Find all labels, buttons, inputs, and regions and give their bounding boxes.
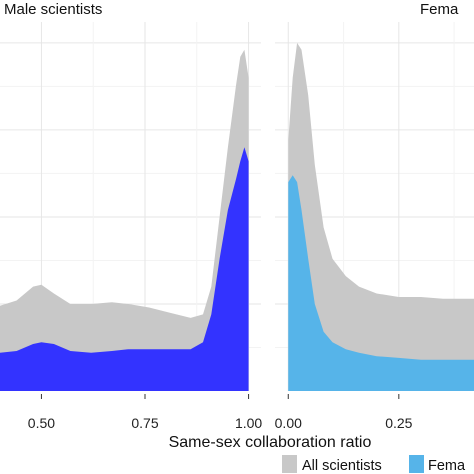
x-tick-label: 0.75 [131,415,158,431]
x-tick-label: 0.00 [275,415,302,431]
panel-left [0,22,261,392]
right-panel-title: Fema [420,1,459,18]
legend-swatch-all-scientists [282,455,297,473]
area-all-scientists [0,49,249,392]
legend-label-all-scientists: All scientists [302,458,382,474]
area-fema [288,175,474,391]
legend-label-female: Fema [428,458,466,474]
left-panel-title: Male scientists [4,1,102,18]
x-tick-label: 1.00 [235,415,262,431]
legend: All scientists Fema [282,455,466,474]
x-tick-label: 0.25 [385,415,412,431]
area-all-scientists [288,42,474,392]
area-male-scientists [0,147,249,391]
x-tick-labels: 0.50 0.75 1.00 0.00 0.25 [28,394,413,431]
panel-right [275,22,474,392]
x-tick-label: 0.50 [28,415,55,431]
x-axis-title: Same-sex collaboration ratio [169,434,372,451]
legend-swatch-female [409,455,424,473]
